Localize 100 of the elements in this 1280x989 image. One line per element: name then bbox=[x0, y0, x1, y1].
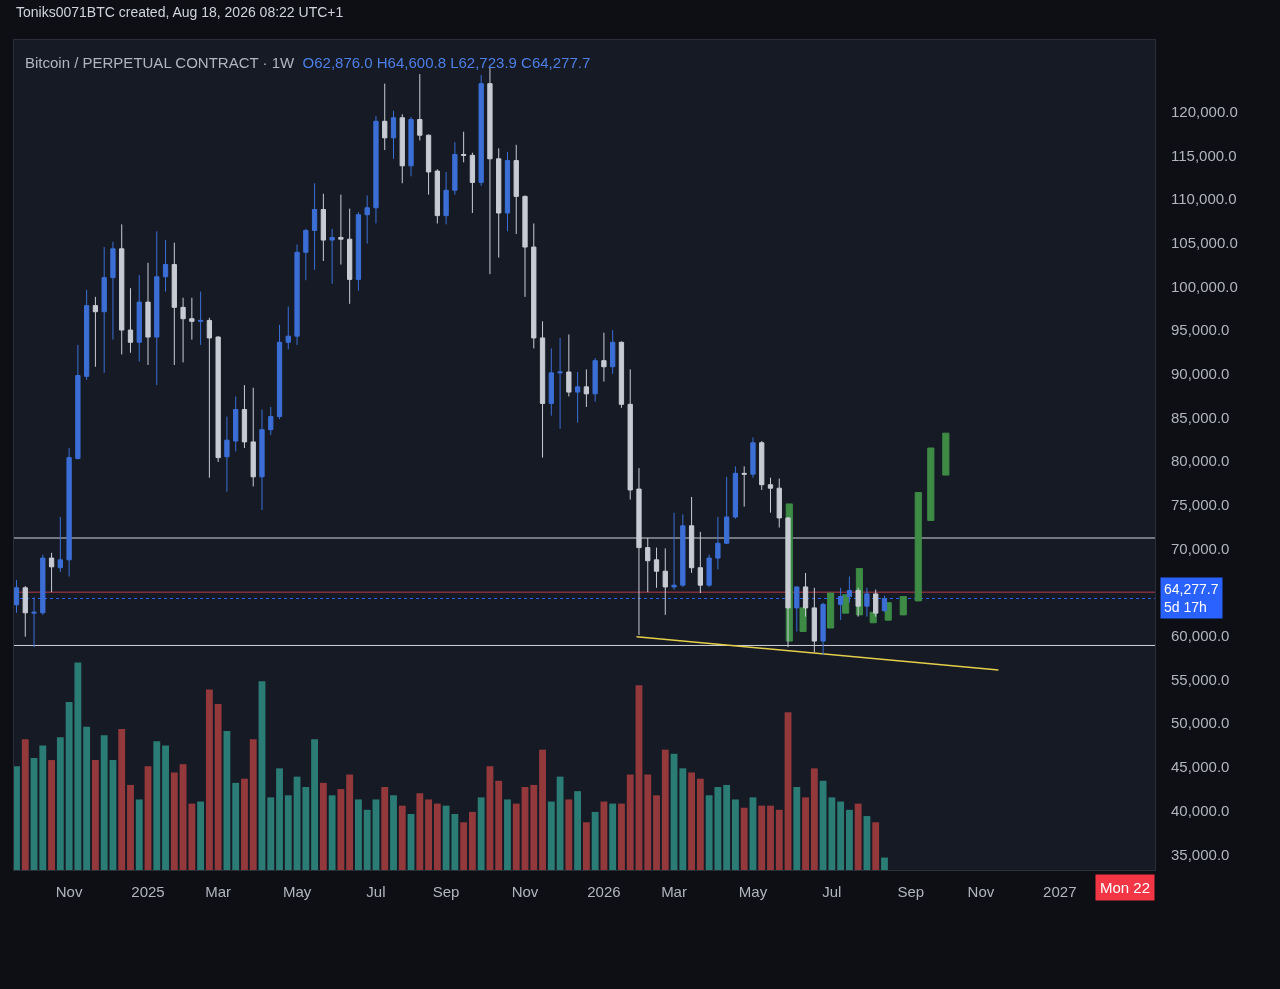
candlestick bbox=[827, 592, 835, 629]
candlestick bbox=[653, 547, 660, 589]
y-tick-label: 35,000.0 bbox=[1171, 845, 1230, 863]
x-tick-label: Nov bbox=[967, 883, 995, 900]
bar bbox=[767, 805, 774, 870]
candlestick bbox=[425, 133, 432, 196]
candlestick bbox=[469, 152, 476, 214]
bar bbox=[582, 822, 590, 870]
bar bbox=[802, 797, 809, 870]
candlestick bbox=[802, 572, 809, 618]
bar bbox=[837, 801, 845, 870]
bar bbox=[810, 768, 818, 870]
candlestick bbox=[794, 586, 800, 632]
bar bbox=[530, 784, 538, 870]
candlestick bbox=[311, 182, 318, 271]
candlestick bbox=[294, 243, 300, 346]
candlestick bbox=[846, 575, 853, 604]
bar bbox=[232, 782, 240, 870]
bar bbox=[433, 803, 441, 870]
candlestick bbox=[881, 595, 888, 613]
candlestick bbox=[434, 168, 440, 224]
bar bbox=[398, 805, 406, 870]
candlestick bbox=[583, 368, 590, 408]
bar bbox=[688, 772, 696, 870]
candlestick bbox=[759, 440, 765, 491]
x-tick-label: Nov bbox=[55, 883, 83, 900]
bar bbox=[556, 776, 564, 870]
bar bbox=[416, 793, 424, 870]
bar bbox=[758, 805, 766, 870]
bar bbox=[319, 782, 327, 870]
bar bbox=[83, 726, 91, 870]
y-tick-label: 85,000.0 bbox=[1171, 408, 1230, 426]
y-tick-label: 95,000.0 bbox=[1171, 321, 1230, 339]
x-tick-label: 2026 bbox=[587, 883, 621, 900]
text: Bitcoin / PERPETUAL CONTRACT · 1W bbox=[25, 54, 295, 71]
bar bbox=[477, 797, 485, 870]
text: O62,876.0 H64,600.8 L62,723.9 C64,277.7 bbox=[302, 54, 591, 71]
candlestick bbox=[329, 228, 335, 285]
x-tick-label: Nov bbox=[511, 883, 539, 900]
bar bbox=[591, 811, 599, 870]
candlestick bbox=[285, 305, 291, 350]
bar bbox=[679, 768, 687, 870]
x-tick-label: May bbox=[738, 883, 768, 900]
bar bbox=[626, 774, 634, 870]
x-tick-label: May bbox=[282, 883, 312, 900]
bar bbox=[723, 784, 731, 870]
bar bbox=[732, 799, 739, 870]
y-tick-label: 45,000.0 bbox=[1171, 758, 1230, 776]
bar bbox=[363, 809, 371, 870]
candlestick bbox=[48, 552, 55, 593]
candlestick bbox=[531, 222, 537, 349]
bar bbox=[56, 737, 64, 870]
candlestick bbox=[460, 131, 467, 163]
candlestick bbox=[732, 465, 739, 520]
y-tick-label: 70,000.0 bbox=[1171, 539, 1230, 557]
candlestick bbox=[66, 447, 72, 577]
bar bbox=[740, 807, 748, 870]
bar bbox=[661, 749, 669, 870]
y-tick-label: 90,000.0 bbox=[1171, 365, 1230, 382]
candlestick bbox=[241, 384, 248, 449]
bar bbox=[872, 822, 880, 870]
bar bbox=[48, 760, 55, 870]
bar bbox=[495, 780, 503, 870]
bar bbox=[696, 778, 704, 870]
bar bbox=[854, 803, 862, 870]
candlestick bbox=[715, 516, 721, 570]
candlestick bbox=[224, 416, 230, 493]
candlestick bbox=[837, 587, 844, 621]
bar bbox=[565, 799, 573, 870]
bar bbox=[618, 803, 625, 870]
bar bbox=[162, 745, 169, 870]
candlestick bbox=[110, 241, 116, 341]
candlestick bbox=[136, 274, 142, 363]
candlestick bbox=[724, 476, 730, 545]
candlestick bbox=[250, 387, 256, 487]
text: Toniks0071BTC created, Aug 18, 2026 08:22 UTC+1 bbox=[16, 4, 344, 20]
candlestick bbox=[767, 477, 774, 514]
candlestick bbox=[189, 297, 195, 341]
x-tick-label: Jul bbox=[822, 883, 842, 900]
candlestick bbox=[618, 340, 625, 409]
bar bbox=[337, 789, 345, 870]
candlestick bbox=[145, 262, 151, 366]
bar bbox=[644, 774, 652, 870]
candlestick bbox=[364, 195, 370, 245]
x-tick-label: Mar bbox=[661, 883, 687, 900]
x-tick-label: 2025 bbox=[131, 883, 165, 900]
y-tick-label: 50,000.0 bbox=[1171, 714, 1230, 732]
y-tick-label: 75,000.0 bbox=[1171, 496, 1230, 514]
bar bbox=[311, 739, 319, 870]
candlestick bbox=[75, 344, 81, 460]
y-tick-label: 110,000.0 bbox=[1171, 190, 1237, 208]
candlestick bbox=[215, 335, 221, 463]
bar bbox=[14, 766, 20, 870]
bar bbox=[460, 822, 468, 870]
candlestick bbox=[478, 74, 484, 187]
x-tick-label: Mar bbox=[205, 883, 232, 900]
candlestick bbox=[504, 151, 511, 232]
candlestick bbox=[101, 246, 107, 374]
candlestick bbox=[417, 73, 423, 141]
bar bbox=[205, 689, 213, 870]
